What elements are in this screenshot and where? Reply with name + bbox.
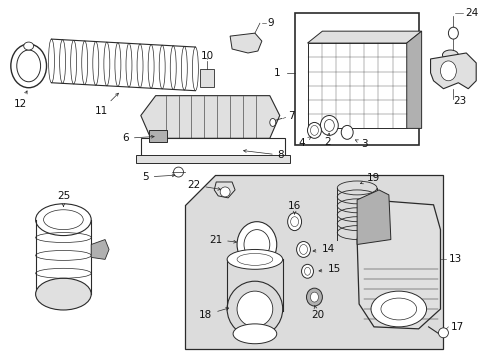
Text: 18: 18: [199, 307, 228, 320]
Ellipse shape: [220, 187, 230, 197]
Bar: [141, 138, 284, 160]
Ellipse shape: [301, 264, 313, 278]
Ellipse shape: [226, 249, 282, 269]
Text: 2: 2: [324, 133, 330, 147]
Polygon shape: [214, 182, 235, 198]
Ellipse shape: [324, 120, 334, 131]
Text: 22: 22: [187, 180, 220, 190]
Polygon shape: [91, 239, 109, 260]
Bar: [307, 43, 406, 129]
Text: 12: 12: [14, 91, 27, 109]
Polygon shape: [141, 96, 279, 138]
Ellipse shape: [304, 267, 310, 275]
Ellipse shape: [296, 242, 310, 257]
Ellipse shape: [299, 244, 307, 255]
Bar: [148, 130, 166, 142]
Text: 25: 25: [57, 191, 70, 207]
Text: 21: 21: [208, 234, 236, 244]
Ellipse shape: [244, 230, 269, 260]
Polygon shape: [429, 53, 475, 89]
Polygon shape: [406, 31, 421, 129]
Ellipse shape: [36, 204, 91, 235]
Text: 4: 4: [298, 137, 310, 148]
Text: 14: 14: [312, 244, 334, 255]
Bar: [136, 155, 289, 163]
Text: 10: 10: [200, 51, 213, 61]
Ellipse shape: [380, 298, 416, 320]
Ellipse shape: [290, 217, 298, 227]
Polygon shape: [356, 190, 390, 244]
Ellipse shape: [341, 125, 352, 139]
Ellipse shape: [310, 125, 318, 135]
Polygon shape: [356, 200, 440, 329]
Bar: [294, 13, 418, 145]
Text: 23: 23: [453, 96, 466, 105]
Text: 19: 19: [360, 173, 380, 184]
Ellipse shape: [11, 44, 46, 88]
Text: 6: 6: [122, 133, 154, 143]
Polygon shape: [230, 33, 262, 53]
Ellipse shape: [438, 328, 447, 338]
Text: 1: 1: [274, 68, 280, 78]
Text: 7: 7: [287, 112, 294, 121]
Text: 3: 3: [355, 139, 367, 149]
Text: 11: 11: [94, 93, 118, 116]
Ellipse shape: [307, 122, 321, 138]
Ellipse shape: [269, 118, 275, 126]
Text: 20: 20: [310, 306, 324, 320]
Text: 15: 15: [318, 264, 340, 274]
Polygon shape: [185, 175, 443, 349]
Ellipse shape: [43, 210, 83, 230]
Ellipse shape: [447, 27, 457, 39]
Text: 9: 9: [267, 18, 274, 28]
Ellipse shape: [237, 291, 272, 327]
Ellipse shape: [306, 288, 322, 306]
Ellipse shape: [287, 213, 301, 231]
Polygon shape: [307, 31, 421, 43]
Text: 24: 24: [464, 8, 478, 18]
Text: 16: 16: [287, 201, 301, 214]
Ellipse shape: [440, 61, 455, 81]
Ellipse shape: [442, 50, 457, 60]
Text: 17: 17: [449, 322, 463, 332]
Ellipse shape: [237, 253, 272, 265]
Ellipse shape: [320, 116, 338, 135]
Ellipse shape: [310, 292, 318, 302]
Ellipse shape: [173, 167, 183, 177]
Ellipse shape: [233, 324, 276, 344]
Ellipse shape: [17, 50, 41, 82]
Ellipse shape: [36, 278, 91, 310]
Text: 5: 5: [142, 172, 175, 182]
Ellipse shape: [24, 42, 34, 50]
Ellipse shape: [370, 291, 426, 327]
Ellipse shape: [237, 222, 276, 267]
Text: 13: 13: [447, 255, 461, 264]
Bar: [200, 69, 214, 87]
Text: 8: 8: [243, 150, 284, 160]
